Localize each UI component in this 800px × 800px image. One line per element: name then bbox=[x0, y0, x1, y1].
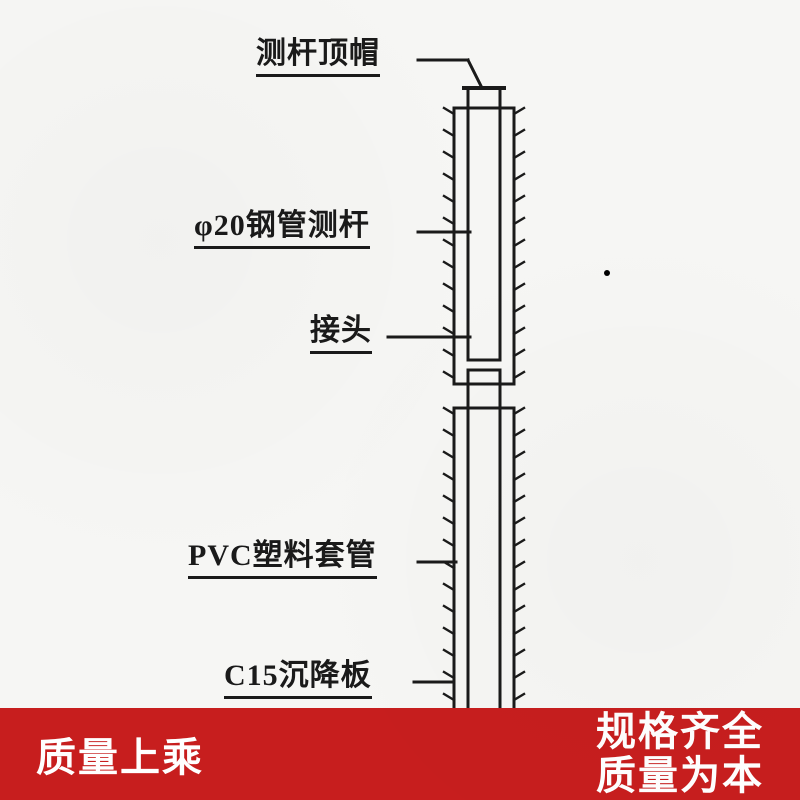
banner-text-left: 质量上乘 bbox=[36, 725, 204, 783]
label-joint: 接头 bbox=[310, 305, 372, 354]
banner-text-right: 规格齐全 质量为本 bbox=[596, 710, 764, 798]
label-sleeve: PVC塑料套管 bbox=[188, 530, 377, 579]
settlement-rod-diagram bbox=[0, 0, 800, 800]
banner-text-right-line2: 质量为本 bbox=[596, 754, 764, 798]
label-rod: φ20钢管测杆 bbox=[194, 200, 370, 249]
bottom-banner: 质量上乘 规格齐全 质量为本 bbox=[0, 708, 800, 800]
page-root: 测杆顶帽 φ20钢管测杆 接头 PVC塑料套管 C15沉降板 质量上乘 规格齐全… bbox=[0, 0, 800, 800]
artifact-dot bbox=[604, 270, 610, 276]
label-cap: 测杆顶帽 bbox=[256, 28, 380, 77]
label-plate: C15沉降板 bbox=[224, 650, 372, 699]
banner-text-right-line1: 规格齐全 bbox=[596, 710, 764, 754]
